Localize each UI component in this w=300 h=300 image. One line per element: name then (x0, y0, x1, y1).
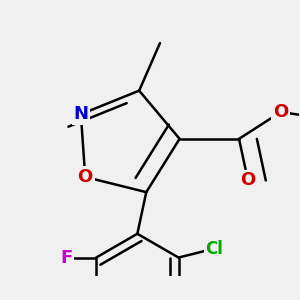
Text: O: O (240, 171, 256, 189)
Text: N: N (74, 105, 88, 123)
Text: O: O (78, 168, 93, 186)
Text: O: O (273, 103, 288, 121)
Text: F: F (60, 249, 73, 267)
Text: Cl: Cl (205, 240, 223, 258)
